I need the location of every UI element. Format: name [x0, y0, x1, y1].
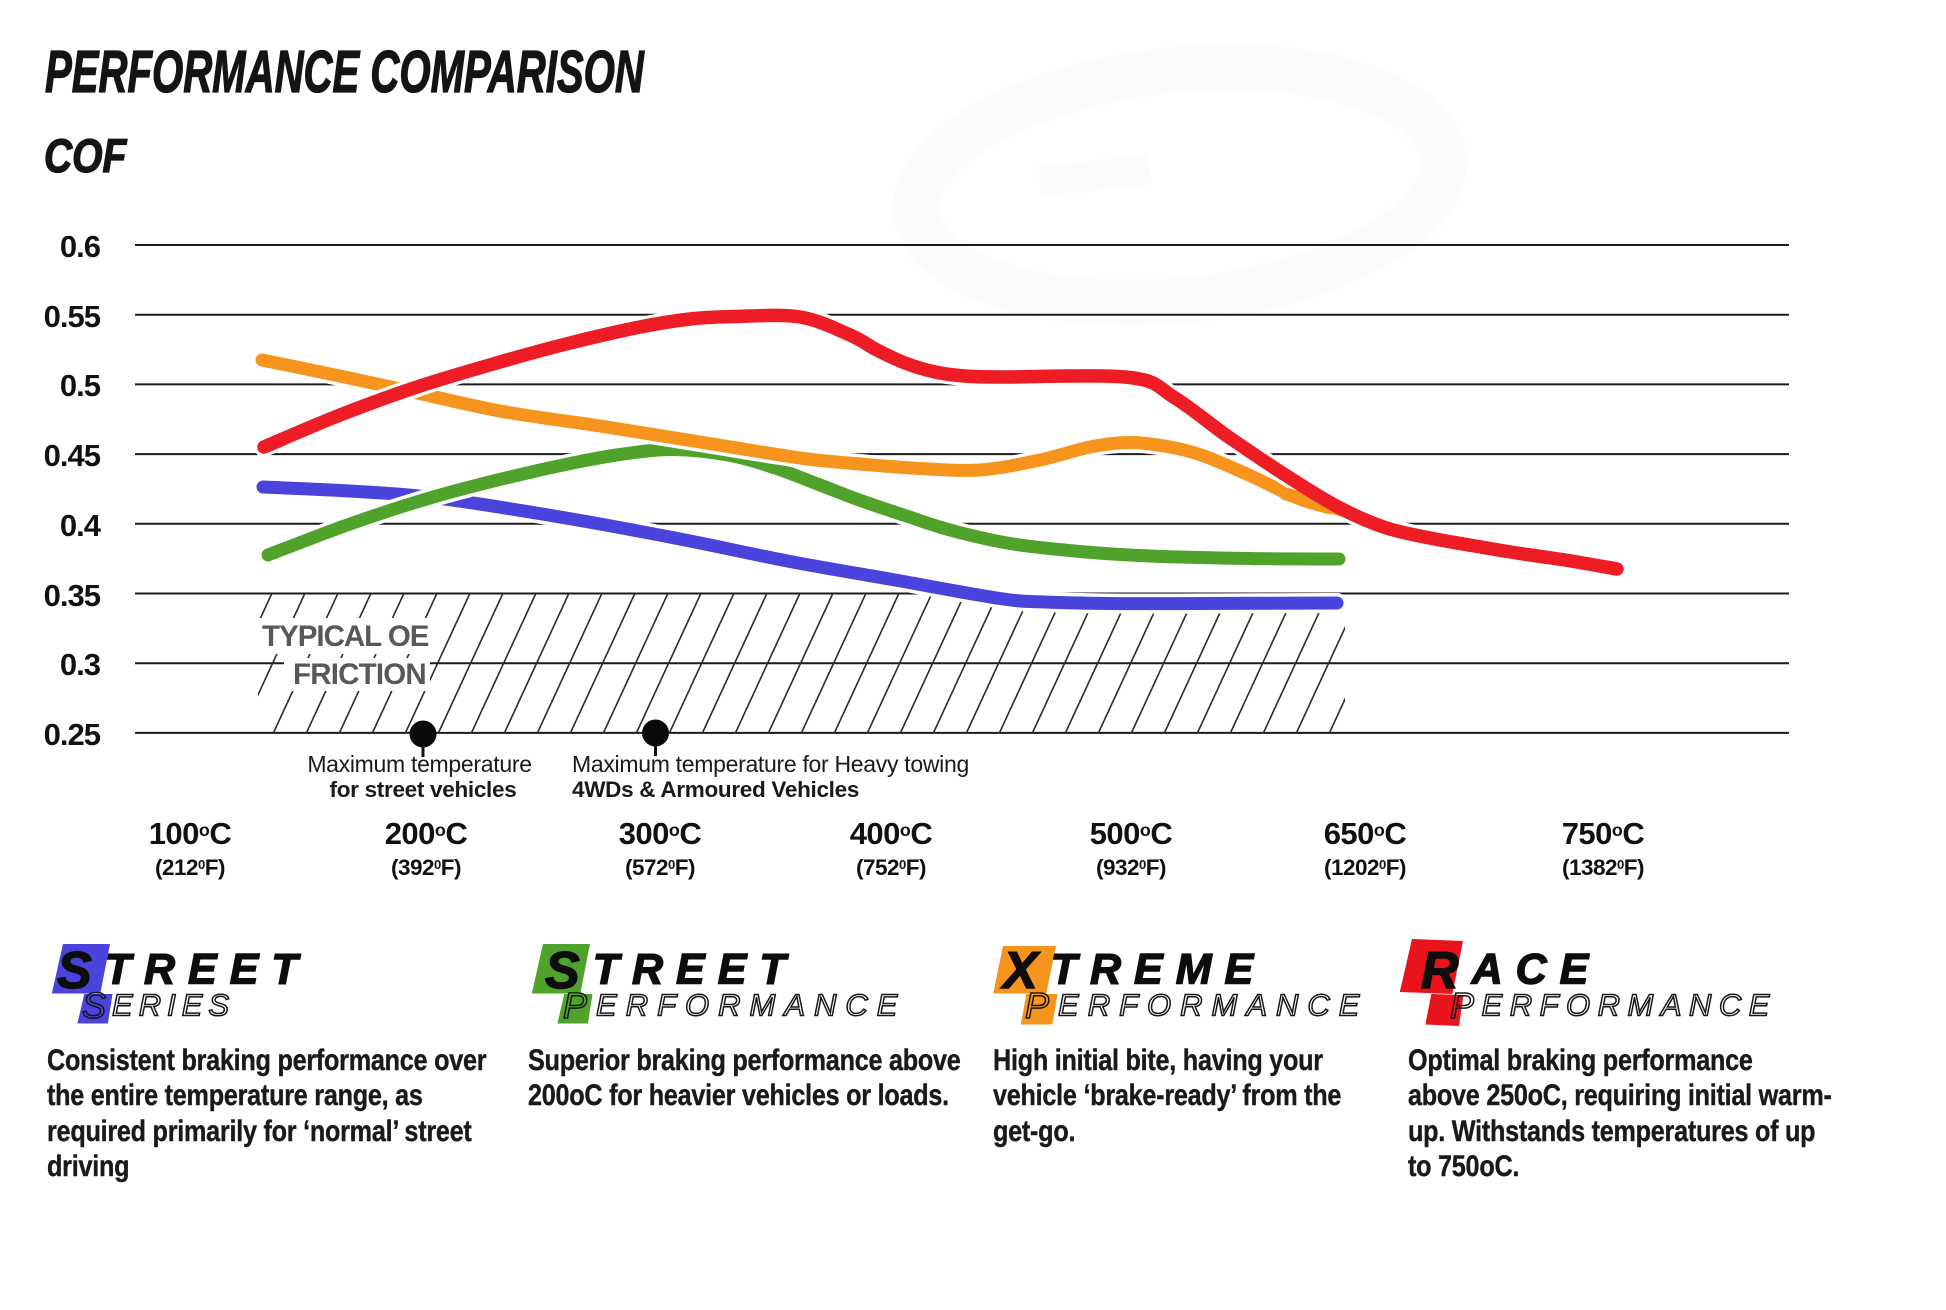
svg-text:TYPICAL OE: TYPICAL OE: [262, 620, 429, 653]
svg-text:XTREME: XTREME: [1000, 942, 1266, 1000]
svg-text:PERFORMANCE: PERFORMANCE: [563, 985, 906, 1026]
svg-text:FRICTION: FRICTION: [293, 658, 426, 691]
svg-text:PERFORMANCE: PERFORMANCE: [1450, 985, 1777, 1026]
svg-text:SERIES: SERIES: [82, 985, 235, 1026]
svg-text:PERFORMANCE: PERFORMANCE: [1025, 985, 1368, 1026]
svg-text:STREET: STREET: [57, 942, 311, 1000]
svg-text:STREET: STREET: [545, 942, 799, 1000]
svg-text:RACE: RACE: [1421, 942, 1601, 1000]
